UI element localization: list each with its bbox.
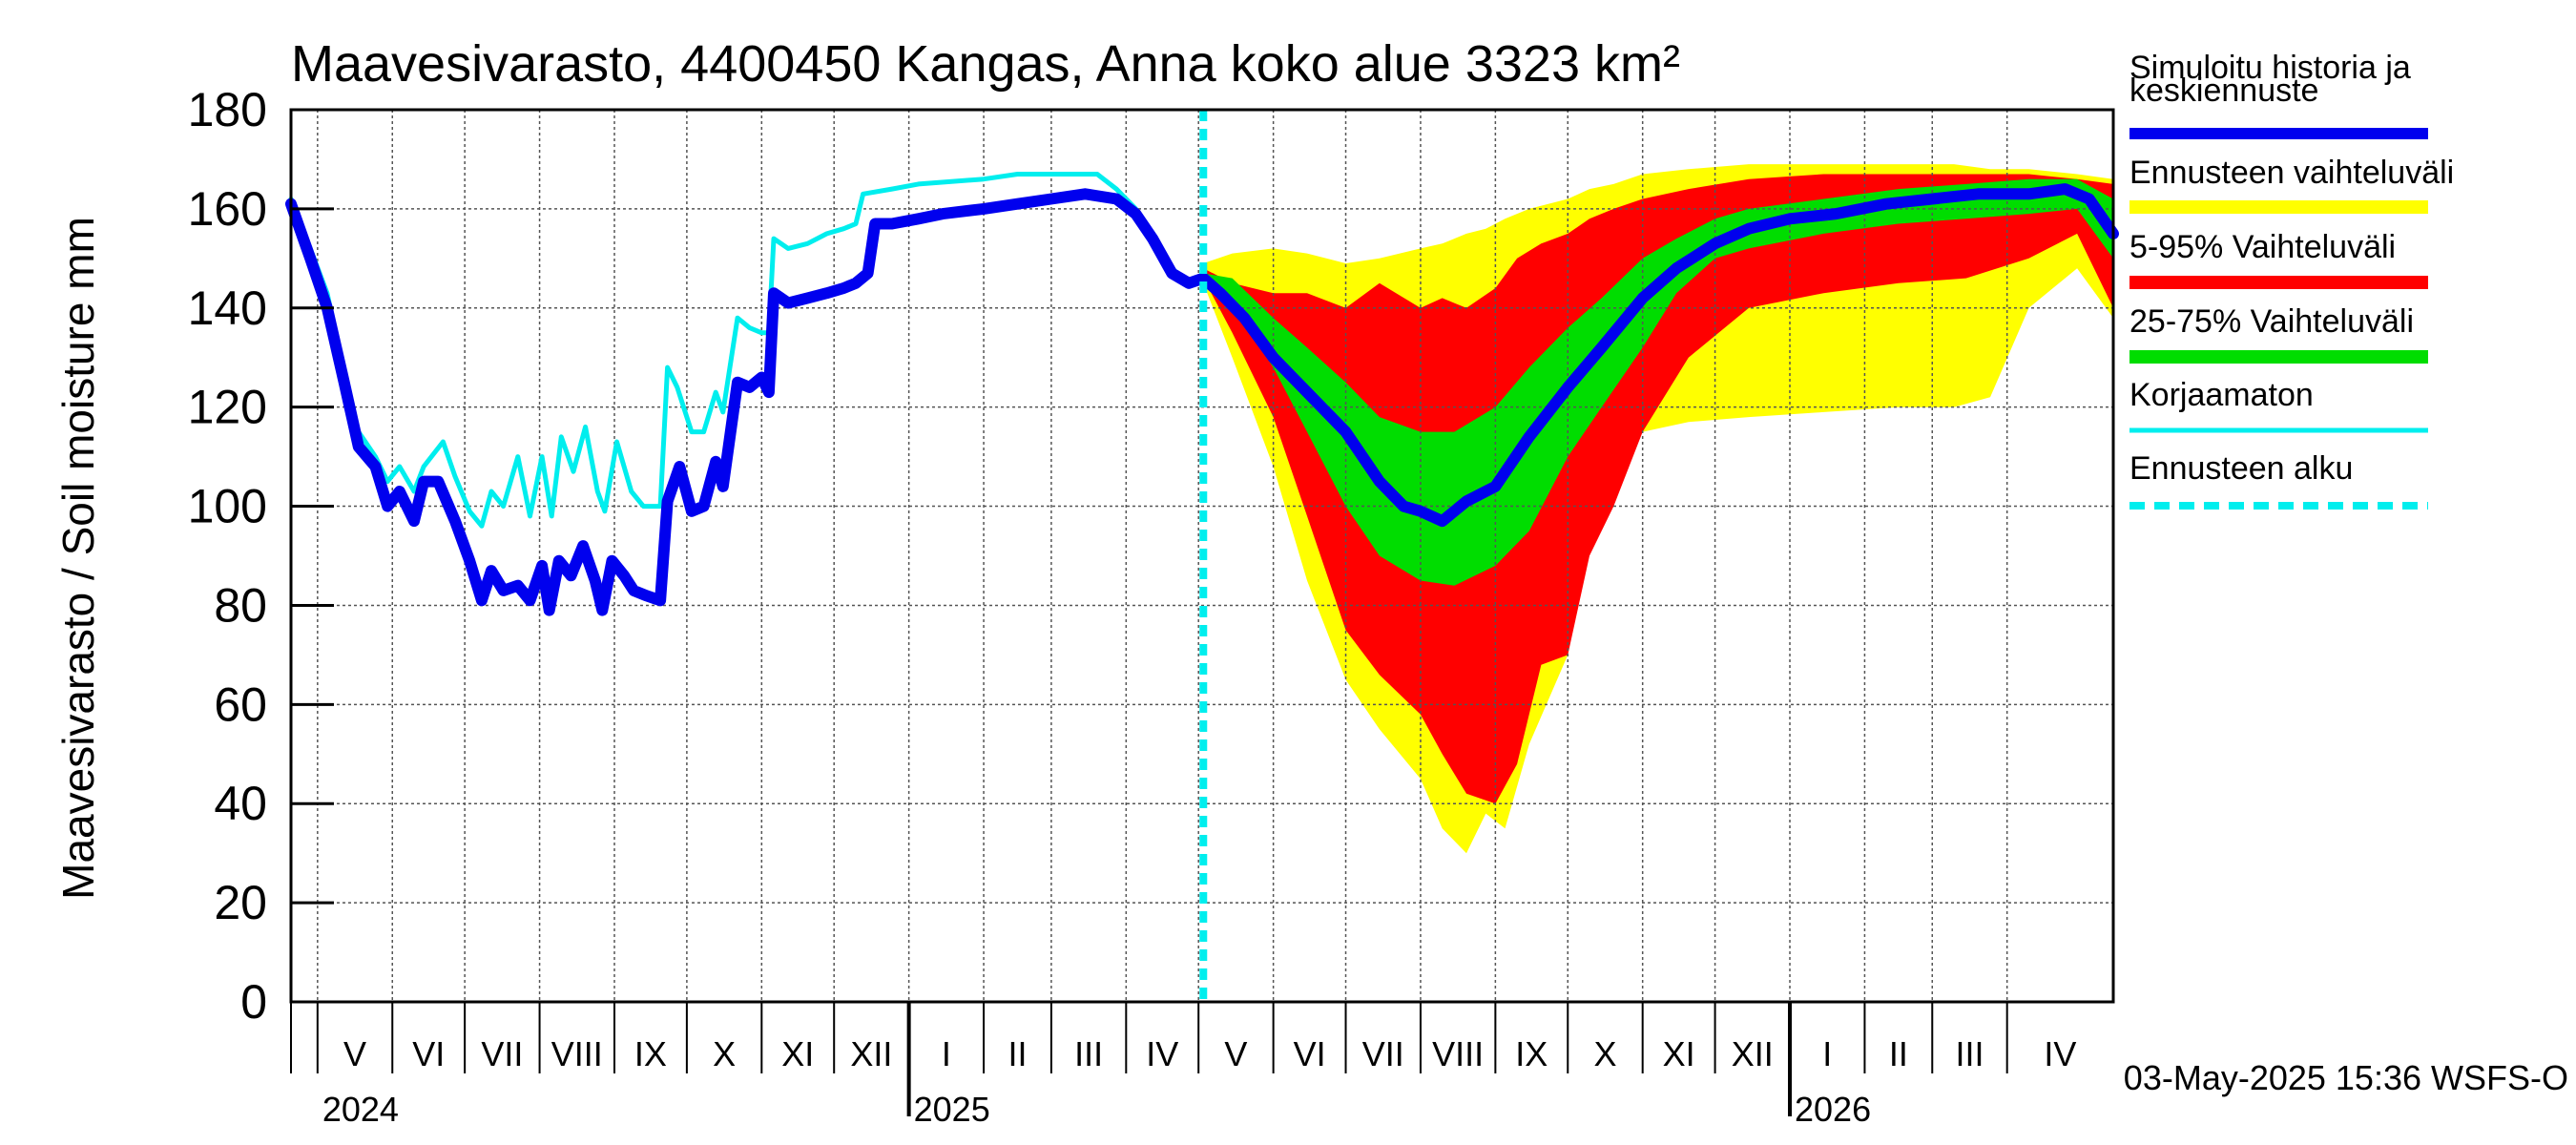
- month-label: II: [1008, 1034, 1027, 1073]
- month-label: III: [1955, 1034, 1984, 1073]
- month-label: V: [1224, 1034, 1247, 1073]
- y-tick-label: 80: [214, 578, 267, 632]
- month-label: XII: [850, 1034, 892, 1073]
- y-axis-label: Maavesivarasto / Soil moisture mm: [53, 217, 103, 900]
- legend-label: Korjaamaton: [2129, 377, 2314, 413]
- month-label: VII: [1362, 1034, 1404, 1073]
- month-label: VII: [481, 1034, 523, 1073]
- y-tick-label: 100: [188, 480, 267, 533]
- plot-frame: [289, 108, 2115, 1004]
- forecast-bands: [1203, 164, 2113, 854]
- month-label: I: [1822, 1034, 1832, 1073]
- legend-label: 25-75% Vaihteluväli: [2129, 303, 2414, 340]
- series-simulated-line: [285, 183, 2119, 616]
- year-label: 2024: [322, 1090, 399, 1129]
- y-tick-label: 180: [188, 83, 267, 136]
- chart-title: Maavesivarasto, 4400450 Kangas, Anna kok…: [291, 35, 1680, 93]
- legend-label: Ennusteen vaihteluväli: [2129, 155, 2454, 191]
- series-uncorrected-line: [288, 172, 1206, 529]
- month-label: XI: [781, 1034, 814, 1073]
- legend-label: Ennusteen alku: [2129, 450, 2353, 487]
- footer-timestamp: 03-May-2025 15:36 WSFS-O: [2124, 1058, 2568, 1097]
- band-25-75: [1203, 178, 2113, 586]
- legend-label: Simuloitu historia ja: [2129, 50, 2411, 86]
- month-label: II: [1889, 1034, 1908, 1073]
- y-tick-label: 20: [214, 876, 267, 929]
- month-label: VIII: [1432, 1034, 1484, 1073]
- band-5-95: [1203, 174, 2113, 804]
- month-label: X: [1593, 1034, 1616, 1073]
- month-label: IX: [1515, 1034, 1548, 1073]
- year-label: 2025: [914, 1090, 990, 1129]
- month-label: XII: [1732, 1034, 1774, 1073]
- month-label: I: [942, 1034, 951, 1073]
- month-label: XI: [1663, 1034, 1695, 1073]
- y-tick-label: 0: [240, 975, 267, 1029]
- series-lines: [285, 110, 2119, 1002]
- y-tick-label: 140: [188, 281, 267, 335]
- month-label: VI: [1294, 1034, 1326, 1073]
- month-label: IV: [1146, 1034, 1178, 1073]
- legend-label: 5-95% Vaihteluväli: [2129, 229, 2396, 265]
- month-label: III: [1074, 1034, 1103, 1073]
- month-label: V: [343, 1034, 366, 1073]
- y-tick-label: 40: [214, 777, 267, 830]
- y-tick-label: 160: [188, 182, 267, 236]
- month-label: VIII: [551, 1034, 603, 1073]
- year-label: 2026: [1795, 1090, 1871, 1129]
- y-tick-label: 120: [188, 381, 267, 434]
- month-label: VI: [412, 1034, 445, 1073]
- month-label: IX: [634, 1034, 667, 1073]
- month-label: IV: [2044, 1034, 2076, 1073]
- y-tick-label: 60: [214, 677, 267, 731]
- legend-label: keskiennuste: [2129, 73, 2318, 109]
- month-label: X: [713, 1034, 736, 1073]
